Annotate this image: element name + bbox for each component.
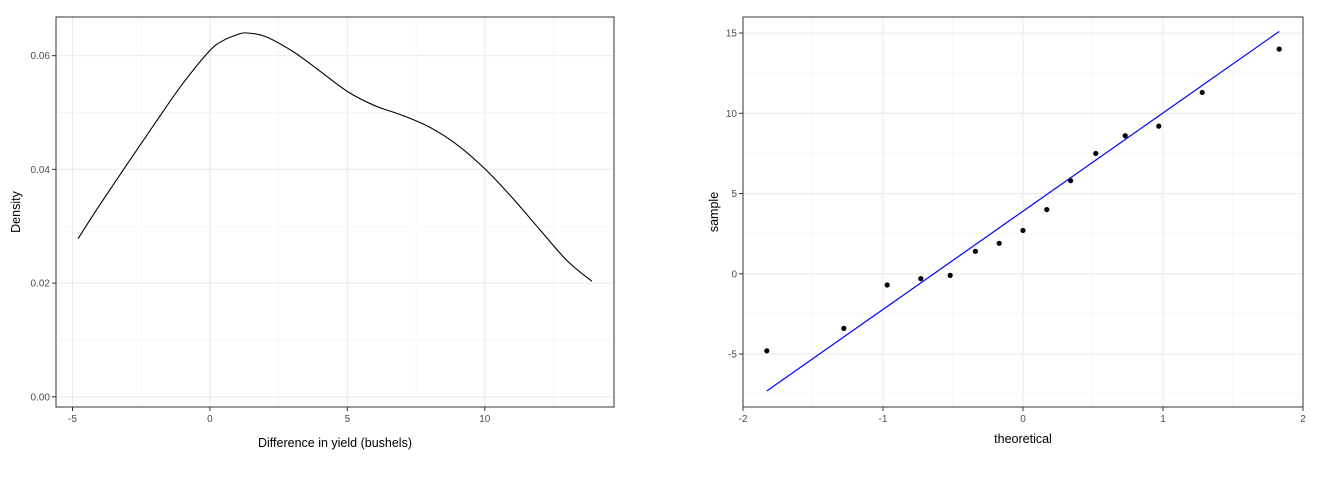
qq-point bbox=[972, 248, 979, 254]
qq-y-tick-label: 0 bbox=[731, 269, 737, 280]
qq-x-tick-label: 1 bbox=[1160, 414, 1166, 425]
qq-point bbox=[841, 325, 847, 331]
qq-reference-line bbox=[766, 30, 1280, 392]
qq-points bbox=[764, 46, 1282, 354]
density-y-tick-label: 0.02 bbox=[31, 279, 51, 290]
qq-point bbox=[1199, 89, 1205, 96]
qq-point bbox=[1276, 46, 1282, 52]
qq-x-axis: -2 -1 0 1 2 bbox=[739, 407, 1306, 425]
density-x-axis-title: Difference in yield (bushels) bbox=[258, 436, 412, 450]
qq-point bbox=[1156, 123, 1162, 129]
qq-point bbox=[764, 348, 770, 354]
density-x-tick-label: 10 bbox=[479, 414, 491, 425]
density-y-tick-label: 0.06 bbox=[31, 51, 51, 62]
qq-y-tick-label: 10 bbox=[726, 109, 738, 120]
density-x-axis: -5 0 5 10 bbox=[68, 407, 491, 425]
density-y-axis-title: Density bbox=[9, 190, 23, 232]
qq-point bbox=[1122, 133, 1128, 139]
density-y-tick-label: 0.04 bbox=[31, 165, 51, 176]
qq-x-tick-label: -2 bbox=[739, 414, 748, 425]
qq-point bbox=[947, 272, 953, 278]
qq-y-axis-title: sample bbox=[707, 192, 721, 232]
qq-point bbox=[884, 282, 890, 288]
density-plot-border bbox=[55, 16, 615, 408]
qq-x-axis-title: theoretical bbox=[994, 432, 1052, 446]
density-x-tick-label: 5 bbox=[345, 414, 351, 425]
qq-point bbox=[1093, 150, 1099, 157]
qq-y-tick-label: 5 bbox=[731, 189, 737, 200]
density-gridlines bbox=[56, 17, 614, 407]
qq-x-tick-label: -1 bbox=[879, 414, 888, 425]
density-x-tick-label: 0 bbox=[207, 414, 213, 425]
qq-plot: -2 -1 0 1 2 -5 0 5 10 15 theoretical sample bbox=[707, 16, 1306, 446]
qq-point bbox=[1020, 227, 1026, 234]
density-x-tick-label: -5 bbox=[68, 414, 77, 425]
qq-point bbox=[1068, 178, 1074, 184]
qq-point bbox=[1044, 206, 1050, 213]
qq-point bbox=[918, 276, 924, 282]
density-curve bbox=[77, 32, 593, 282]
density-plot: -5 0 5 10 0.00 0.02 0.04 0.06 Difference in yi… bbox=[9, 16, 615, 450]
qq-y-axis: -5 0 5 10 15 bbox=[726, 29, 743, 361]
density-y-tick-label: 0.00 bbox=[31, 392, 51, 403]
qq-y-tick-label: 15 bbox=[726, 29, 738, 40]
qq-y-tick-label: -5 bbox=[728, 350, 737, 361]
qq-point bbox=[996, 240, 1002, 246]
qq-x-tick-label: 2 bbox=[1300, 414, 1306, 425]
qq-x-tick-label: 0 bbox=[1020, 414, 1026, 425]
density-y-axis: 0.00 0.02 0.04 0.06 bbox=[31, 51, 56, 403]
density-plot-background bbox=[56, 17, 614, 407]
